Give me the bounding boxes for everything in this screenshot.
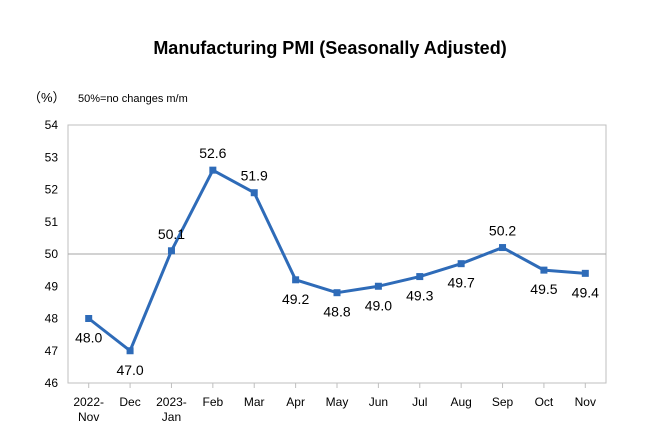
y-tick-label: 46 [45, 376, 59, 390]
x-tick-label: Jun [369, 395, 388, 409]
x-tick-label: May [326, 395, 349, 409]
y-tick-label: 53 [45, 150, 59, 164]
x-tick-label: Jul [412, 395, 427, 409]
data-point [250, 189, 258, 197]
data-label: 49.4 [572, 284, 599, 300]
series-points [85, 166, 589, 355]
x-tick-label: Oct [535, 395, 554, 409]
data-point [126, 347, 134, 355]
data-point [540, 266, 548, 274]
data-point [85, 315, 93, 322]
y-axis-unit: （%） [28, 90, 66, 105]
x-tick-label: Feb [203, 395, 224, 409]
data-point [333, 289, 341, 297]
data-point [292, 276, 300, 284]
data-label: 52.6 [199, 145, 226, 161]
x-tick-label: Nov [575, 395, 596, 409]
data-label: 50.1 [158, 226, 185, 242]
data-point [457, 260, 465, 268]
chart-note: 50%=no changes m/m [78, 93, 188, 105]
data-label: 49.7 [448, 275, 475, 291]
data-label: 49.0 [365, 297, 392, 313]
chart-title: Manufacturing PMI (Seasonally Adjusted) [153, 38, 506, 58]
x-tick-label: Sep [492, 395, 514, 409]
y-tick-label: 48 [45, 312, 59, 326]
x-tick-label: Dec [119, 395, 140, 409]
data-label: 50.2 [489, 223, 516, 239]
data-label: 47.0 [116, 362, 143, 378]
y-tick-label: 52 [45, 183, 59, 197]
x-axis-ticks: 2022-Nov Dec 2023-Jan Feb Mar Apr May Jun Jul Aug… [73, 383, 596, 424]
data-label: 48.0 [75, 330, 102, 346]
data-point [581, 269, 589, 277]
data-point [167, 247, 175, 255]
x-tick-label: Mar [244, 395, 265, 409]
data-labels: 48.0 47.0 50.1 52.6 51.9 49.2 48.8 49.0 49.3 49.7… [75, 145, 599, 378]
y-tick-label: 54 [45, 118, 59, 132]
data-point [416, 273, 424, 281]
y-axis-ticks: 46 47 48 49 50 51 52 53 54 [45, 118, 59, 390]
y-tick-label: 49 [45, 279, 59, 293]
y-tick-label: 50 [45, 247, 59, 261]
data-label: 49.3 [406, 288, 433, 304]
data-point [374, 282, 382, 290]
x-tick-label: Aug [450, 395, 471, 409]
data-label: 49.2 [282, 291, 309, 307]
x-tick-label: Apr [286, 395, 305, 409]
y-tick-label: 47 [45, 344, 59, 358]
data-label: 48.8 [323, 304, 350, 320]
data-label: 51.9 [241, 168, 268, 184]
data-point [499, 244, 507, 252]
data-point [209, 166, 217, 174]
x-tick-label: 2023-Jan [156, 395, 187, 424]
x-tick-label: 2022-Nov [73, 395, 104, 424]
data-label: 49.5 [530, 281, 557, 297]
y-tick-label: 51 [45, 215, 59, 229]
series-line [87, 168, 586, 353]
